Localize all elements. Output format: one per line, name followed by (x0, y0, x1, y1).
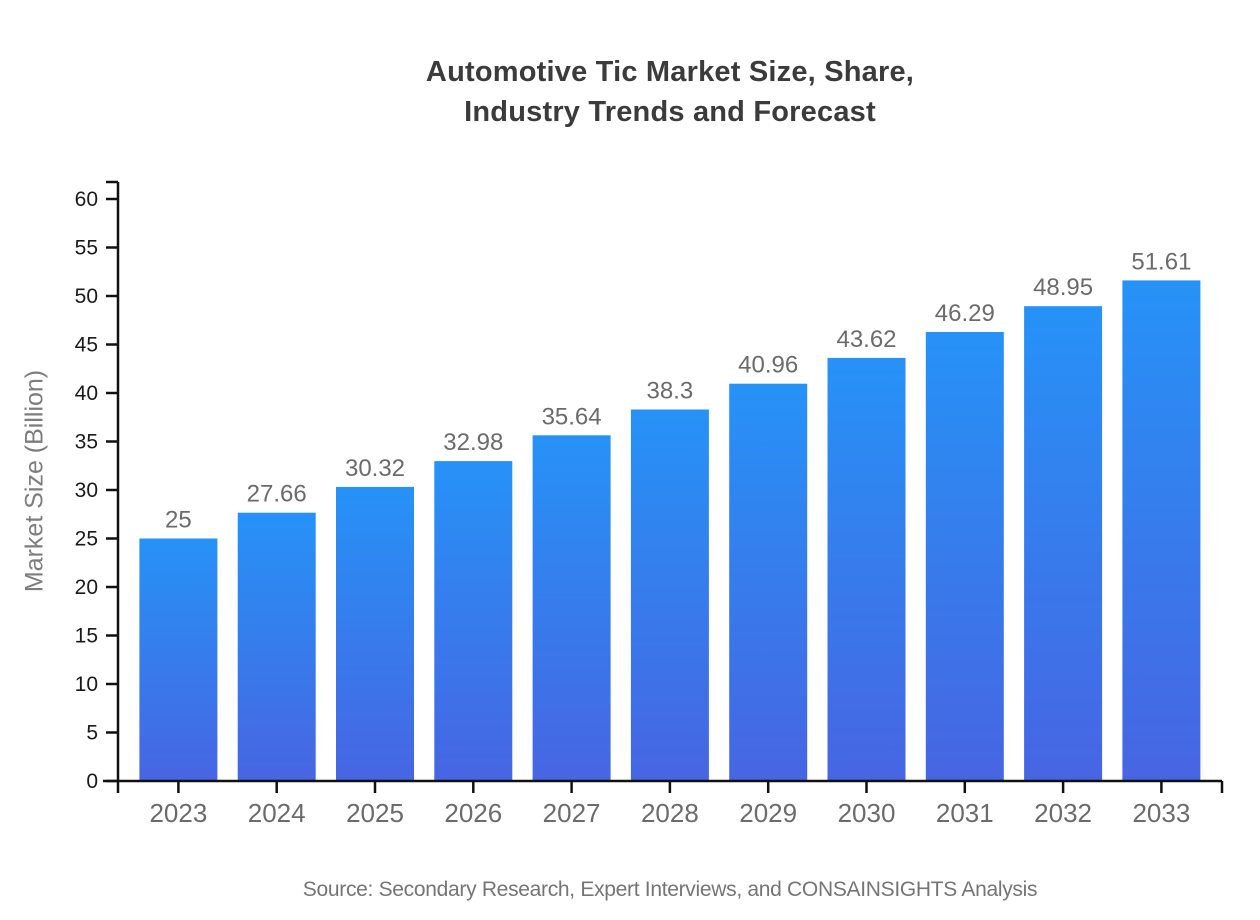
y-tick-label: 35 (75, 431, 98, 454)
y-tick-label: 45 (75, 334, 98, 357)
x-tick-label: 2026 (444, 798, 502, 828)
bar-value-label: 32.98 (443, 429, 503, 456)
bar-value-label: 30.32 (345, 455, 405, 482)
x-tick-label: 2025 (346, 798, 404, 828)
y-tick-label: 60 (75, 188, 98, 211)
y-tick-label: 55 (75, 237, 98, 260)
y-tick-label: 10 (75, 673, 98, 696)
bar-2033 (1122, 280, 1201, 781)
bar-2032 (1024, 306, 1103, 781)
bar-2026 (434, 461, 513, 781)
y-tick-label: 5 (86, 722, 98, 745)
bar-2023 (139, 538, 218, 781)
bar-2031 (925, 332, 1004, 781)
axes-lines (103, 180, 1224, 793)
bar-value-label: 27.66 (247, 481, 307, 508)
x-tick-label: 2030 (838, 798, 896, 828)
chart-title: Automotive Tic Market Size, Share, Indus… (118, 52, 1222, 132)
x-tick-label: 2028 (641, 798, 699, 828)
y-tick-label: 40 (75, 382, 98, 405)
bar-value-label: 48.95 (1033, 274, 1093, 301)
bar-value-label: 46.29 (935, 300, 995, 327)
y-tick-label: 0 (86, 770, 98, 793)
y-tick-label: 20 (75, 576, 98, 599)
y-tick-label: 50 (75, 285, 98, 308)
bar-2030 (827, 357, 906, 781)
y-tick-label: 25 (75, 528, 98, 551)
x-tick-label: 2033 (1132, 798, 1190, 828)
bar-2024 (237, 512, 316, 781)
bar-2029 (729, 383, 808, 781)
x-tick-label: 2029 (739, 798, 797, 828)
bar-value-label: 51.61 (1131, 248, 1191, 275)
x-tick-label: 2023 (149, 798, 207, 828)
x-tick-label: 2024 (248, 798, 306, 828)
bar-value-label: 43.62 (836, 326, 896, 353)
chart-title-line-1: Automotive Tic Market Size, Share, (425, 56, 915, 88)
bar-2025 (336, 486, 414, 781)
bar-2027 (532, 435, 611, 781)
bar-value-label: 35.64 (542, 403, 602, 430)
source-attribution: Source: Secondary Research, Expert Inter… (302, 878, 1038, 901)
bar-value-label: 40.96 (738, 352, 798, 379)
bar-value-label: 25 (165, 507, 192, 534)
bar-2028 (630, 409, 709, 781)
x-tick-label: 2031 (936, 798, 994, 828)
y-tick-label: 30 (75, 479, 98, 502)
bar-value-label: 38.3 (647, 378, 694, 405)
y-axis-label: Market Size (Billion) (20, 369, 49, 593)
x-tick-label: 2027 (543, 798, 601, 828)
x-tick-label: 2032 (1034, 798, 1092, 828)
chart-title-line-2: Industry Trends and Forecast (464, 96, 876, 128)
y-tick-label: 15 (75, 625, 98, 648)
